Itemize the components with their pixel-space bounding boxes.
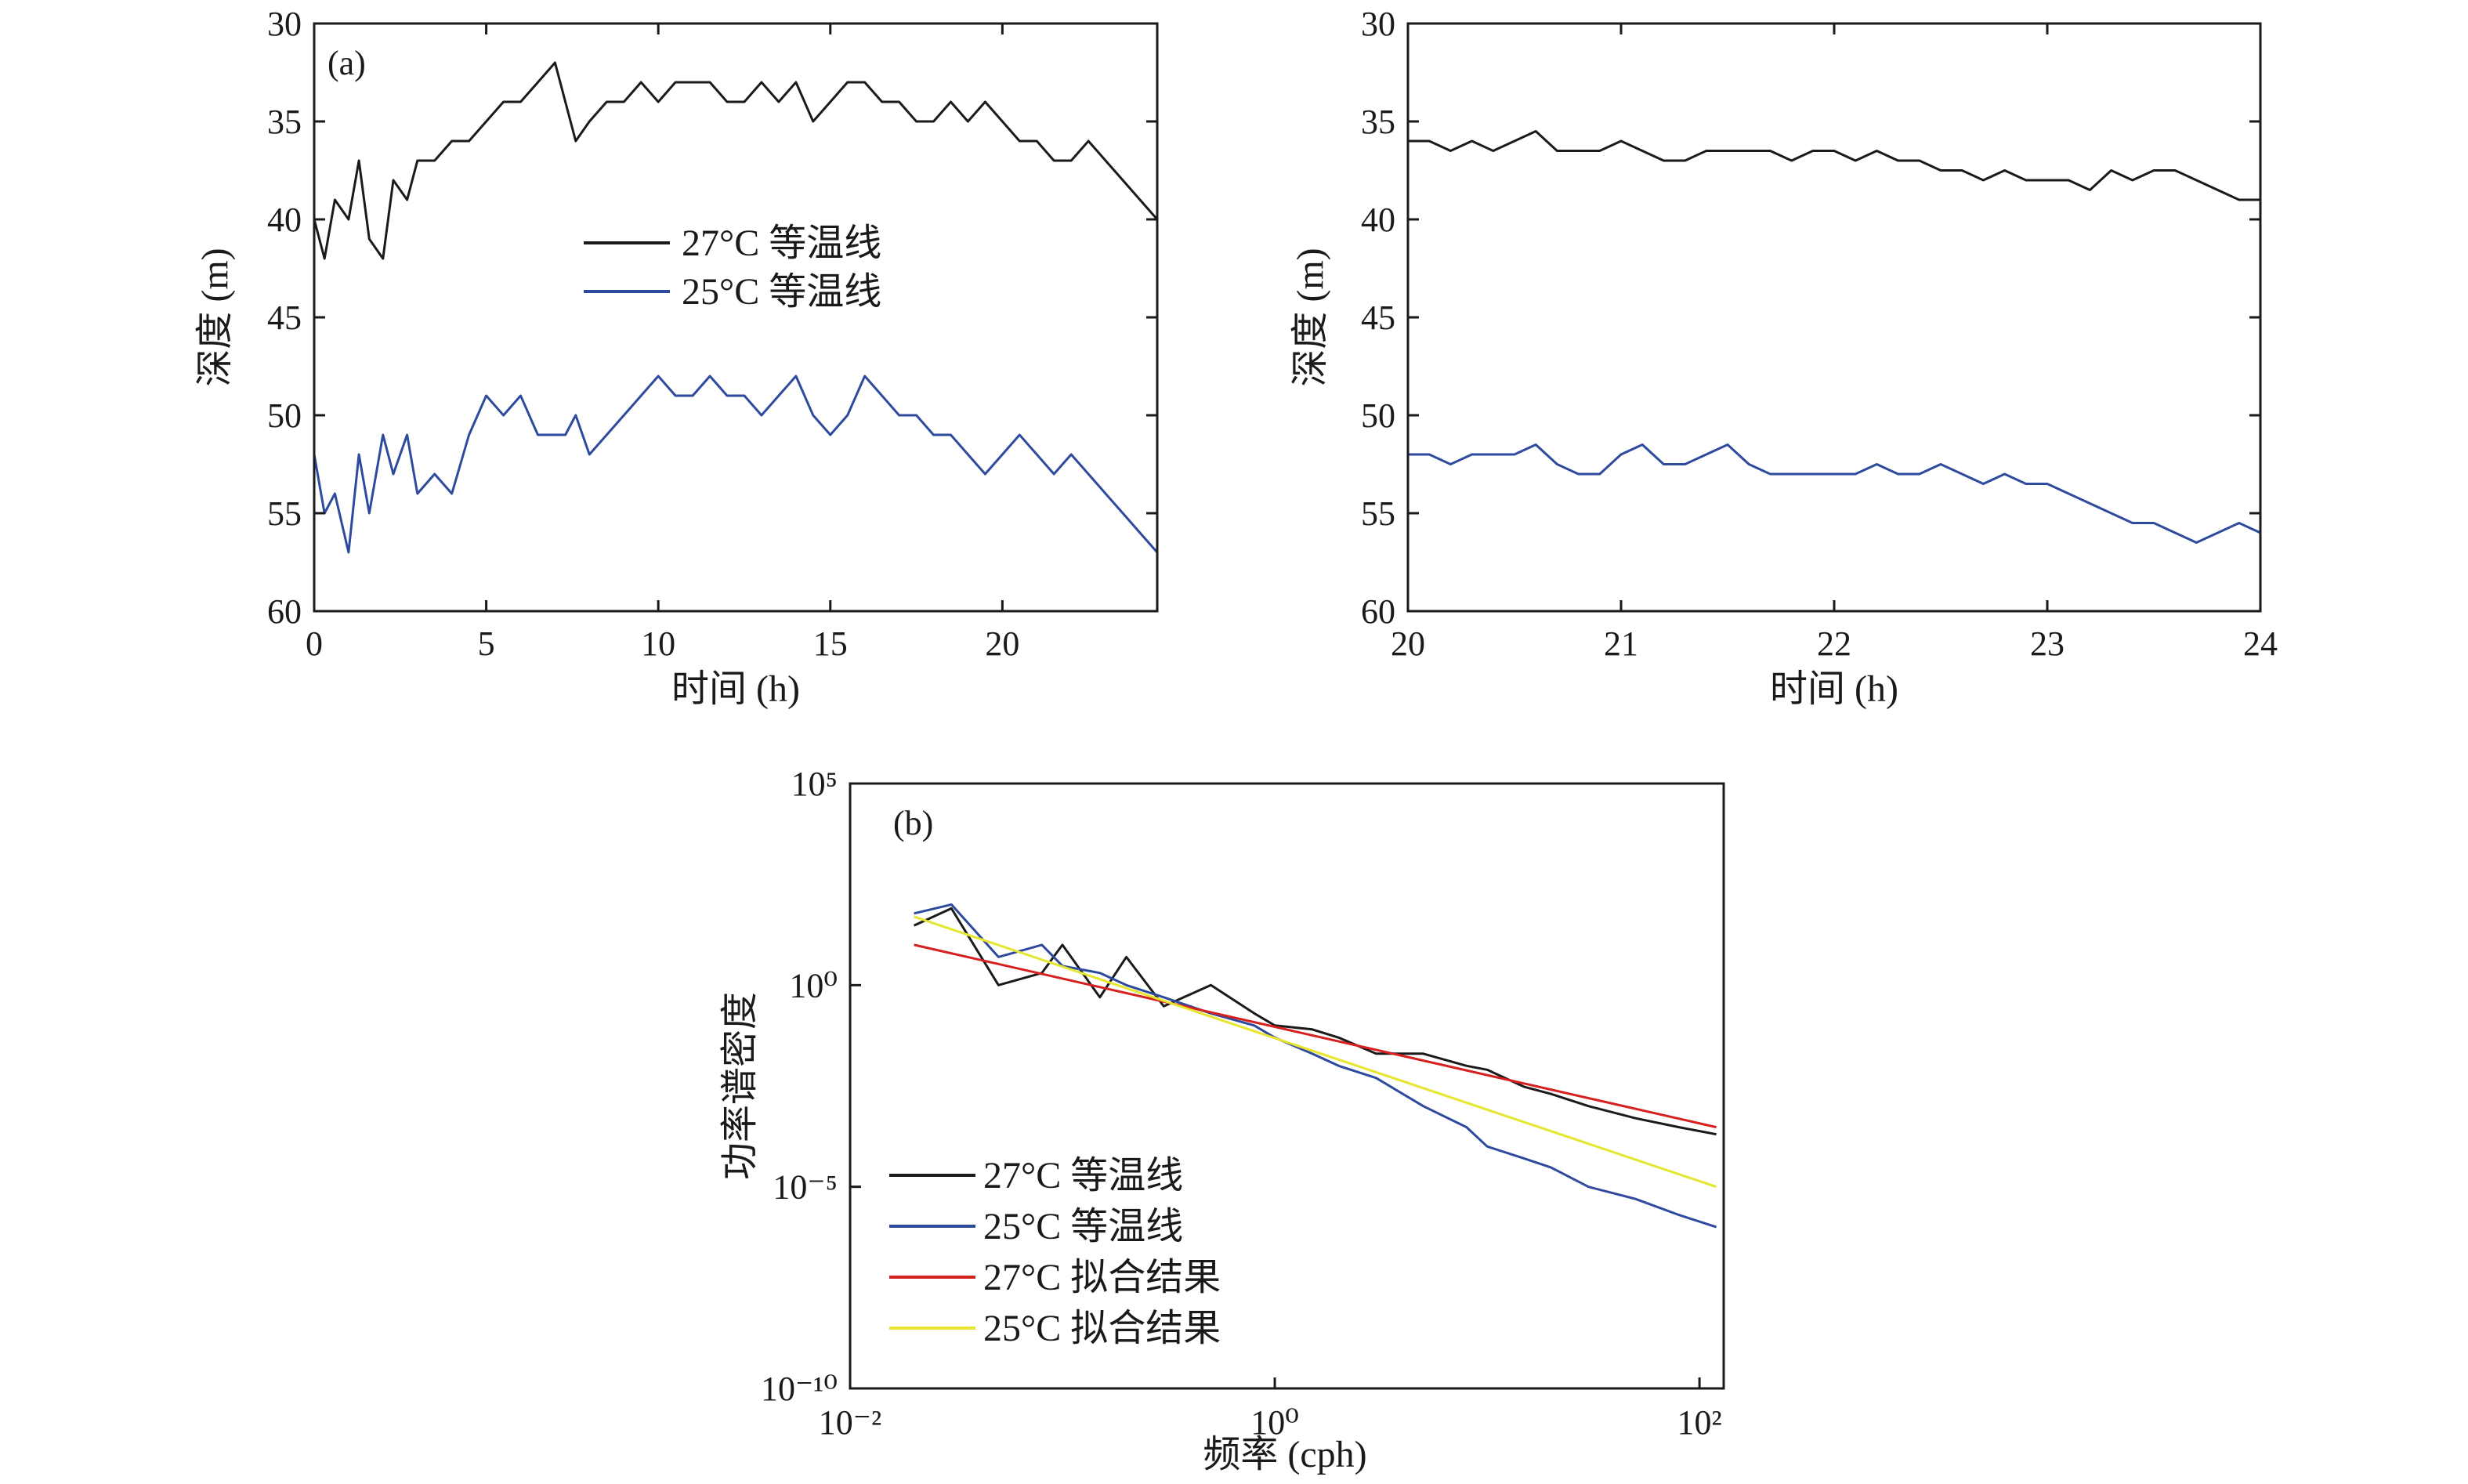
y-tick-label: 55 xyxy=(1361,494,1395,533)
series-line-1 xyxy=(1408,443,2261,544)
x-tick-label: 20 xyxy=(1391,624,1425,663)
series-line-0 xyxy=(1408,130,2260,201)
chart-panel-a: 0 5 10 15 20 30 35 40 45 50 55 60 (a) 时间 (h) 深度 (m)… xyxy=(194,5,1159,710)
y-axis-label: 功率谱密度 xyxy=(719,992,761,1180)
legend-label-25: 25°C 等温线 xyxy=(682,271,881,313)
axis-ticks: 20 21 22 23 24 30 35 40 45 50 55 60 xyxy=(1361,5,2278,663)
series-line-0 xyxy=(313,61,1159,260)
x-tick-label: 20 xyxy=(985,624,1019,663)
y-tick-label: 50 xyxy=(1361,396,1395,435)
y-tick-label: 45 xyxy=(1361,299,1395,337)
legend-label-27: 27°C 等温线 xyxy=(682,223,881,264)
legend-label-27: 27°C 等温线 xyxy=(983,1155,1183,1196)
x-axis-label: 时间 (h) xyxy=(1770,668,1898,710)
x-tick-label: 10² xyxy=(1677,1403,1722,1442)
panel-label: (a) xyxy=(327,44,366,82)
y-tick-label: 40 xyxy=(267,201,302,239)
y-tick-label: 50 xyxy=(267,396,302,435)
x-tick-label: 10⁻² xyxy=(819,1403,881,1442)
y-tick-label: 60 xyxy=(267,592,302,631)
x-tick-label: 23 xyxy=(2030,624,2065,663)
series-line-3 xyxy=(914,915,1717,1189)
legend-label-25-fit: 25°C 拟合结果 xyxy=(983,1308,1221,1349)
x-tick-label: 21 xyxy=(1604,624,1638,663)
y-axis-label: 深度 (m) xyxy=(1290,248,1331,386)
x-tick-label: 5 xyxy=(478,624,495,663)
y-tick-label: 60 xyxy=(1361,592,1395,631)
y-tick-label: 45 xyxy=(267,299,302,337)
y-tick-label: 10⁻⁵ xyxy=(773,1168,838,1207)
x-tick-label: 24 xyxy=(2243,624,2278,663)
axis-ticks: 0 5 10 15 20 30 35 40 45 50 55 60 xyxy=(267,5,1157,663)
y-tick-label: 35 xyxy=(1361,103,1395,141)
series-line-0 xyxy=(913,907,1717,1136)
legend: 27°C 等温线 25°C 等温线 27°C 拟合结果 25°C 拟合结果 xyxy=(889,1155,1221,1349)
series-lines xyxy=(1408,130,2261,544)
x-tick-label: 22 xyxy=(1817,624,1851,663)
y-axis-label: 深度 (m) xyxy=(194,248,236,386)
legend-label-27-fit: 27°C 拟合结果 xyxy=(983,1257,1221,1298)
y-tick-label: 10⁻¹⁰ xyxy=(761,1370,838,1408)
legend: 27°C 等温线 25°C 等温线 xyxy=(584,223,881,313)
axis-ticks: 10⁻² 10⁰ 10² 10⁵ 10⁰ 10⁻⁵ 10⁻¹⁰ xyxy=(761,765,1722,1442)
y-tick-label: 30 xyxy=(267,5,302,43)
x-axis-label: 时间 (h) xyxy=(671,668,800,710)
chart-panel-b: 10⁻² 10⁰ 10² 10⁵ 10⁰ 10⁻⁵ 10⁻¹⁰ (b) 频率 (cph) 功… xyxy=(719,765,1725,1475)
y-tick-label: 30 xyxy=(1361,5,1395,43)
series-lines xyxy=(913,903,1717,1229)
axes-frame xyxy=(849,782,1725,1390)
panel-label: (b) xyxy=(893,804,933,842)
series-line-2 xyxy=(914,943,1717,1129)
x-tick-label: 15 xyxy=(813,624,848,663)
series-lines xyxy=(313,61,1159,554)
y-tick-label: 10⁵ xyxy=(791,765,838,803)
y-tick-label: 10⁰ xyxy=(789,966,838,1004)
x-tick-label: 10⁰ xyxy=(1250,1403,1299,1442)
series-line-1 xyxy=(914,903,1717,1229)
y-tick-label: 55 xyxy=(267,494,302,533)
y-tick-label: 35 xyxy=(267,103,302,141)
legend-label-25: 25°C 等温线 xyxy=(983,1206,1183,1247)
x-axis-label: 频率 (cph) xyxy=(1203,1434,1366,1475)
x-tick-label: 0 xyxy=(306,624,323,663)
series-line-1 xyxy=(313,375,1159,554)
y-tick-label: 40 xyxy=(1361,201,1395,239)
x-tick-label: 10 xyxy=(641,624,675,663)
chart-panel-a-zoom: 20 21 22 23 24 30 35 40 45 50 55 60 时间 (h) 深度 (m) xyxy=(1290,5,2278,710)
